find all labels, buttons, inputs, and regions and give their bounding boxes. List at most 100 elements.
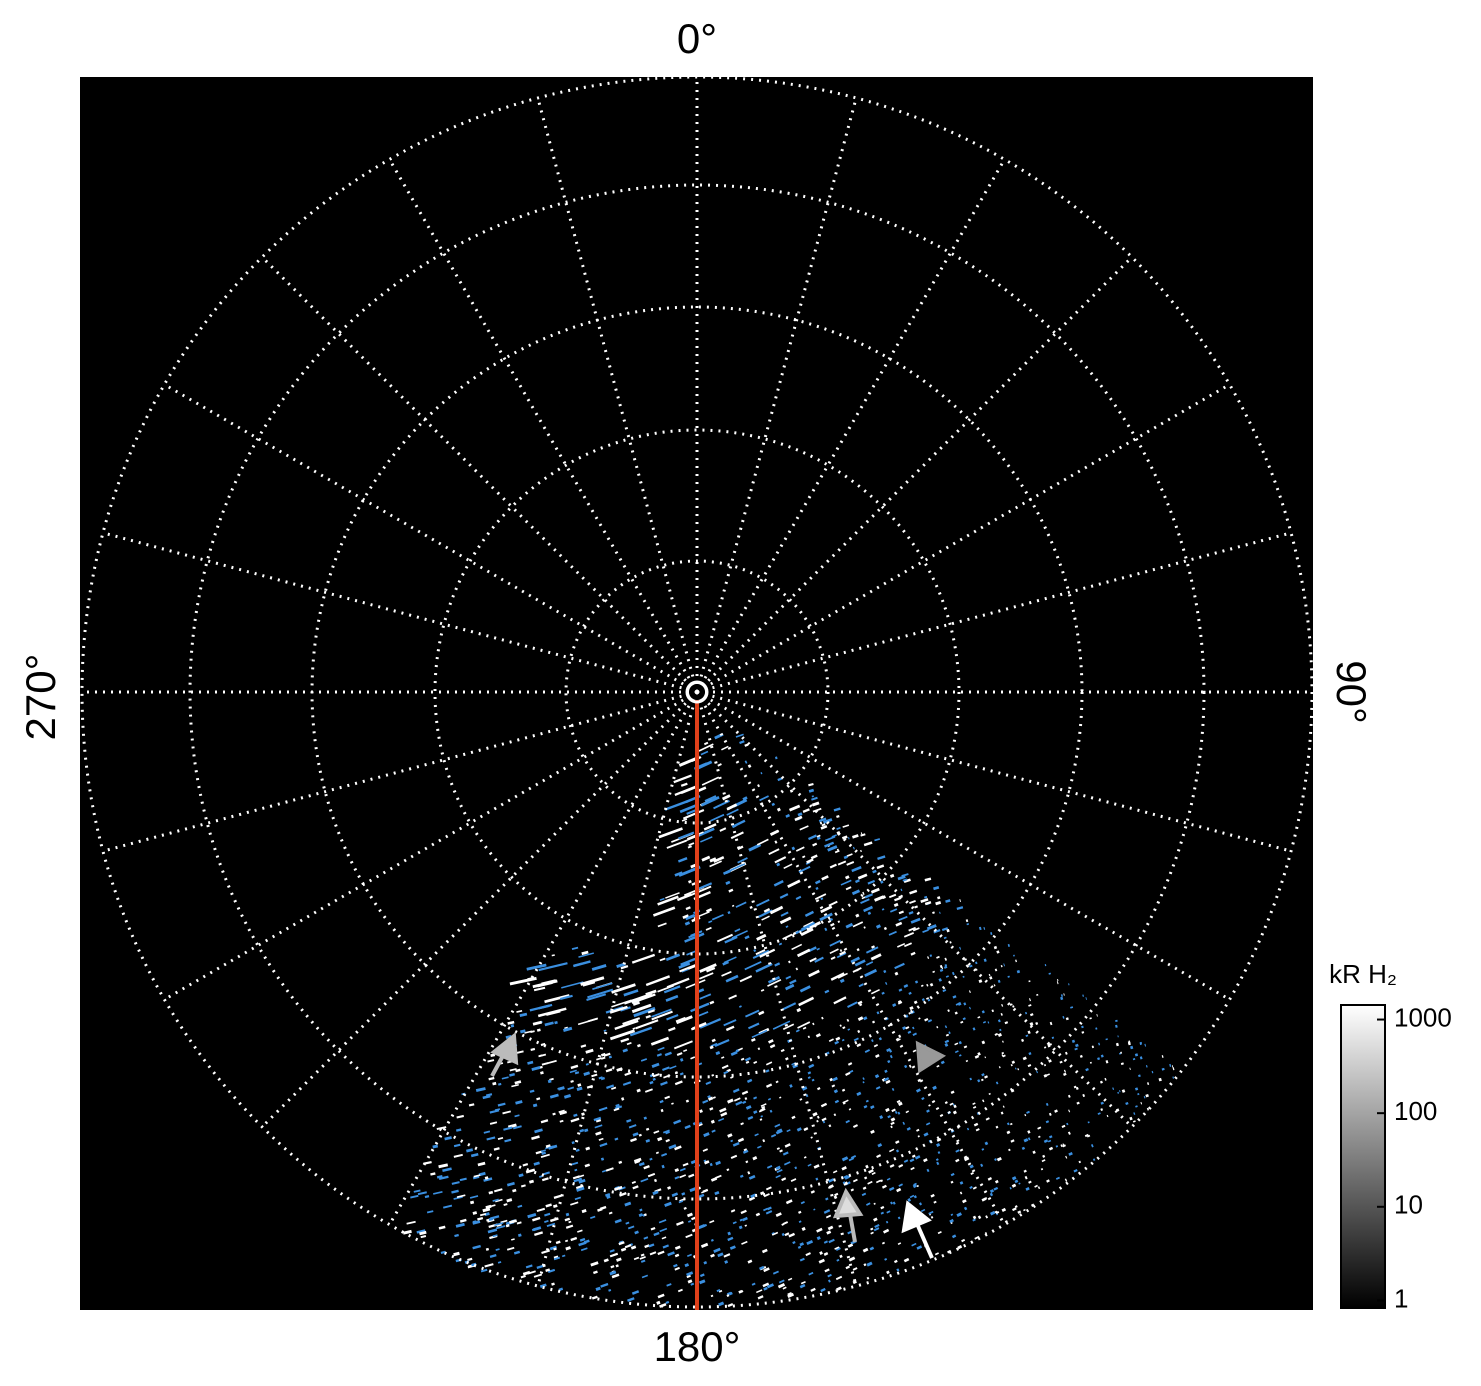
- emission-streak: [727, 1231, 732, 1236]
- emission-streak: [924, 877, 932, 882]
- emission-streak: [467, 1257, 473, 1262]
- emission-streak: [1125, 1101, 1129, 1106]
- emission-streak: [1075, 1043, 1079, 1048]
- emission-streak: [948, 1031, 951, 1035]
- emission-streak: [611, 1086, 617, 1090]
- emission-streak: [897, 1101, 903, 1107]
- emission-streak: [845, 1071, 851, 1076]
- emission-streak: [1105, 1060, 1109, 1064]
- emission-streak: [442, 1167, 452, 1173]
- emission-streak: [782, 1286, 787, 1290]
- emission-streak: [548, 1144, 558, 1150]
- emission-streak: [885, 1107, 890, 1113]
- emission-streak: [735, 733, 744, 738]
- emission-streak: [915, 1088, 921, 1093]
- emission-streak: [785, 1057, 789, 1061]
- emission-streak: [973, 1122, 979, 1127]
- emission-streak: [936, 1161, 940, 1166]
- emission-streak: [622, 1081, 632, 1086]
- emission-streak: [843, 1181, 849, 1186]
- emission-streak: [1054, 1109, 1058, 1113]
- emission-streak: [783, 1221, 789, 1225]
- emission-streak: [775, 1212, 782, 1217]
- grid-spoke: [696, 531, 1292, 694]
- emission-streak: [568, 1220, 572, 1224]
- emission-streak: [877, 855, 886, 861]
- emission-streak: [830, 972, 845, 981]
- emission-streak: [928, 1104, 931, 1107]
- emission-streak: [650, 1226, 656, 1231]
- emission-streak: [799, 1098, 803, 1101]
- emission-streak: [785, 1199, 793, 1205]
- emission-streak: [641, 1274, 649, 1279]
- emission-streak: [1010, 1139, 1015, 1143]
- emission-streak: [634, 1230, 639, 1235]
- emission-streak: [909, 1158, 915, 1163]
- emission-streak: [982, 1020, 987, 1024]
- emission-streak: [945, 899, 951, 903]
- emission-streak: [1043, 1074, 1048, 1078]
- emission-streak: [484, 1263, 494, 1268]
- emission-streak: [820, 1102, 828, 1108]
- emission-streak: [739, 1174, 744, 1178]
- emission-streak: [552, 1204, 558, 1209]
- emission-streak: [492, 1198, 499, 1202]
- emission-streak: [477, 1161, 486, 1167]
- emission-streak: [531, 1135, 540, 1140]
- emission-streak: [537, 1007, 567, 1018]
- emission-streak: [578, 1178, 586, 1184]
- emission-streak: [1139, 1056, 1143, 1060]
- emission-streak: [863, 1263, 867, 1267]
- emission-streak: [681, 818, 688, 822]
- emission-streak: [759, 1107, 766, 1112]
- emission-streak: [894, 1110, 898, 1114]
- emission-streak: [489, 1109, 500, 1114]
- emission-streak: [865, 961, 874, 966]
- emission-streak: [541, 1151, 547, 1155]
- emission-streak: [864, 1176, 868, 1180]
- emission-streak: [536, 1028, 541, 1032]
- emission-streak: [834, 1099, 840, 1104]
- emission-streak: [798, 1210, 802, 1214]
- emission-streak: [643, 1213, 647, 1217]
- emission-streak: [1081, 1031, 1085, 1034]
- emission-streak: [1030, 1203, 1035, 1208]
- grid-spoke: [695, 690, 1133, 1128]
- emission-streak: [831, 1084, 836, 1088]
- emission-streak: [824, 989, 830, 994]
- colorbar-tick-label: 100: [1394, 1096, 1437, 1126]
- emission-streak: [684, 1263, 690, 1268]
- emission-streak: [865, 946, 879, 954]
- emission-streak: [552, 1112, 556, 1116]
- emission-streak: [977, 1215, 982, 1220]
- emission-streak: [880, 1211, 885, 1215]
- emission-streak: [479, 1213, 487, 1217]
- emission-streak: [816, 1236, 821, 1241]
- emission-streak: [954, 1050, 959, 1054]
- emission-streak: [926, 997, 930, 1000]
- emission-streak: [829, 948, 839, 955]
- emission-streak: [482, 1094, 491, 1100]
- emission-streak: [1071, 1039, 1076, 1044]
- emission-streak: [702, 1148, 708, 1152]
- emission-streak: [812, 1022, 815, 1026]
- emission-streak: [707, 1095, 711, 1099]
- emission-streak: [451, 1181, 460, 1185]
- grid-spoke: [163, 690, 698, 1001]
- pole-marker: [685, 680, 709, 704]
- emission-streak: [633, 1256, 640, 1261]
- emission-streak: [865, 1099, 869, 1103]
- emission-streak: [659, 1227, 668, 1233]
- emission-streak: [656, 1300, 661, 1305]
- emission-streak: [741, 1216, 748, 1222]
- emission-streak: [730, 1209, 736, 1213]
- emission-streak: [1011, 1060, 1016, 1064]
- emission-streak: [922, 1158, 928, 1163]
- emission-streak: [577, 1083, 582, 1087]
- emission-streak: [757, 1295, 764, 1300]
- emission-streak: [898, 1164, 904, 1168]
- emission-streak: [713, 799, 730, 810]
- emission-streak: [823, 1209, 831, 1214]
- emission-streak: [807, 1071, 812, 1075]
- emission-streak: [937, 1230, 942, 1235]
